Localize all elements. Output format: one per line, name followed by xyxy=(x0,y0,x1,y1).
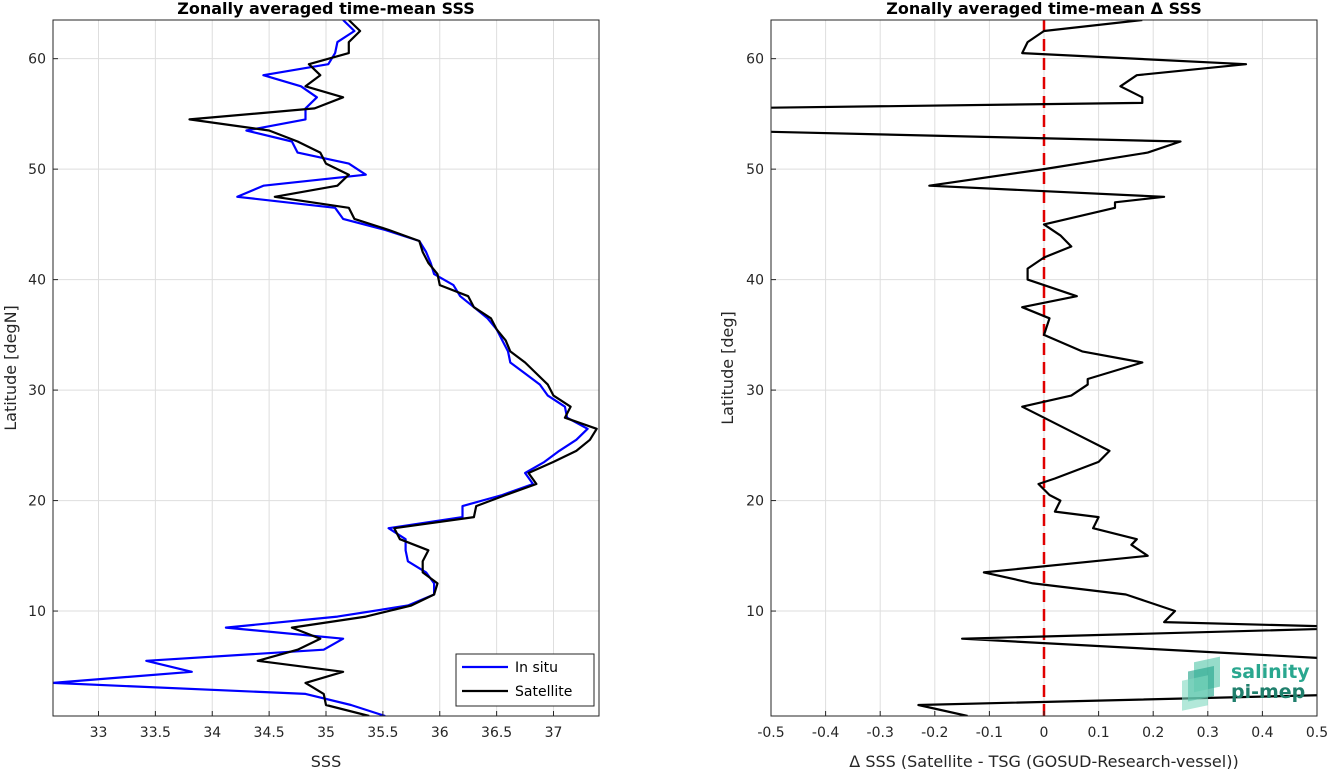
right-y-tick-label: 60 xyxy=(746,52,764,68)
right-chart-panel: -0.5 -0.4 -0.3 -0.2 -0.1 0 0.1 0.2 0.3 0.4 0.5 10 20… xyxy=(718,0,1328,771)
left-x-axis-label: SSS xyxy=(311,752,341,769)
right-x-tick-label: -0.5 xyxy=(757,725,784,741)
legend-label-satellite: Satellite xyxy=(515,684,572,700)
left-y-tick-label: 30 xyxy=(28,383,46,399)
left-series-group xyxy=(53,20,598,716)
right-y-tick-label: 10 xyxy=(746,604,764,620)
left-y-tick-label: 60 xyxy=(28,52,46,68)
legend-label-in-situ: In situ xyxy=(515,660,558,676)
left-x-tick-label: 36.5 xyxy=(481,725,512,741)
right-chart-title: Zonally averaged time-mean Δ SSS xyxy=(886,0,1202,18)
salinity-pi-mep-logo: salinity pi-mep xyxy=(1182,656,1310,711)
left-y-tick-label: 10 xyxy=(28,604,46,620)
right-y-tick-label: 30 xyxy=(746,383,764,399)
left-x-tick-label: 34 xyxy=(203,725,221,741)
left-x-tick-label: 34.5 xyxy=(254,725,285,741)
right-x-tick-label: 0.1 xyxy=(1087,725,1109,741)
left-ticks: 33 33.5 34 34.5 35 35.5 36 36.5 37 10 20 30 40 50 60 xyxy=(28,52,562,741)
right-x-tick-label: 0.4 xyxy=(1251,725,1273,741)
left-y-tick-label: 40 xyxy=(28,273,46,289)
right-x-tick-label: 0.5 xyxy=(1306,725,1328,741)
right-x-tick-label: 0.3 xyxy=(1197,725,1219,741)
left-x-tick-label: 37 xyxy=(545,725,563,741)
logo-icon xyxy=(1182,656,1220,711)
right-x-tick-label: -0.3 xyxy=(867,725,894,741)
right-y-axis-label: Latitude [deg] xyxy=(718,311,737,425)
left-y-tick-label: 20 xyxy=(28,494,46,510)
left-x-tick-label: 35.5 xyxy=(367,725,398,741)
right-series-line-0 xyxy=(771,20,1317,716)
right-ticks: -0.5 -0.4 -0.3 -0.2 -0.1 0 0.1 0.2 0.3 0.4 0.5 10 20… xyxy=(746,52,1328,741)
right-x-tick-label: -0.4 xyxy=(812,725,839,741)
left-x-tick-label: 33 xyxy=(90,725,108,741)
right-x-tick-label: -0.1 xyxy=(976,725,1003,741)
right-y-tick-label: 50 xyxy=(746,162,764,178)
legend: In situ Satellite xyxy=(455,653,595,707)
right-series-group xyxy=(771,20,1317,716)
right-y-tick-label: 20 xyxy=(746,494,764,510)
logo-line1: salinity xyxy=(1231,661,1310,683)
left-x-tick-label: 33.5 xyxy=(140,725,171,741)
left-x-tick-label: 35 xyxy=(317,725,335,741)
right-x-tick-label: 0 xyxy=(1040,725,1049,741)
right-x-axis-label: Δ SSS (Satellite - TSG (GOSUD-Research-v… xyxy=(849,752,1238,769)
right-x-tick-label: -0.2 xyxy=(921,725,948,741)
logo-line2: pi-mep xyxy=(1231,681,1305,703)
left-chart-title: Zonally averaged time-mean SSS xyxy=(177,0,475,18)
right-y-tick-label: 40 xyxy=(746,273,764,289)
left-chart-panel: 33 33.5 34 34.5 35 35.5 36 36.5 37 10 20 30 40 50 60 Z… xyxy=(1,0,600,771)
left-y-tick-label: 50 xyxy=(28,162,46,178)
right-x-tick-label: 0.2 xyxy=(1142,725,1164,741)
legend-box xyxy=(455,653,595,707)
left-x-tick-label: 36 xyxy=(431,725,449,741)
left-y-axis-label: Latitude [degN] xyxy=(1,305,20,431)
left-series-line-satellite xyxy=(188,20,598,716)
